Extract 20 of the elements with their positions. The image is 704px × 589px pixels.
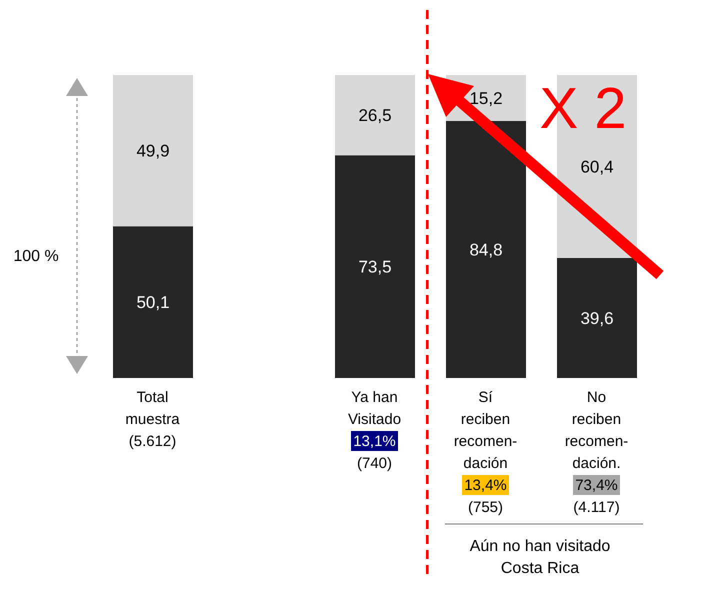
bar xyxy=(113,75,193,226)
data-label: 26,5 xyxy=(358,106,392,126)
data-label: 50,1 xyxy=(136,293,170,312)
bar xyxy=(113,226,193,378)
bar xyxy=(557,258,637,378)
x-tick-label: Total muestra (5.612) xyxy=(125,389,180,450)
data-label: 49,9 xyxy=(136,142,170,161)
text: 100 % xyxy=(13,248,59,265)
bar xyxy=(335,155,415,378)
data-label: 15,2 xyxy=(469,89,503,108)
data-label: 39,6 xyxy=(580,309,614,328)
x-tick-label: No reciben recomen- dación. 73,4% (4.117) xyxy=(564,389,628,516)
data-label: 84,8 xyxy=(469,240,503,260)
x-tick-label: Sí reciben recomen- dación 13,4% (755) xyxy=(454,389,518,516)
bar xyxy=(335,75,415,156)
data-label: 60,4 xyxy=(580,158,614,177)
data-label: 73,5 xyxy=(358,258,392,277)
annotation: X 2 xyxy=(539,76,627,141)
x-tick-label: Ya han Visitado 13,1% (740) xyxy=(348,389,402,472)
text: Aún no han visitado Costa Rica xyxy=(470,538,610,577)
